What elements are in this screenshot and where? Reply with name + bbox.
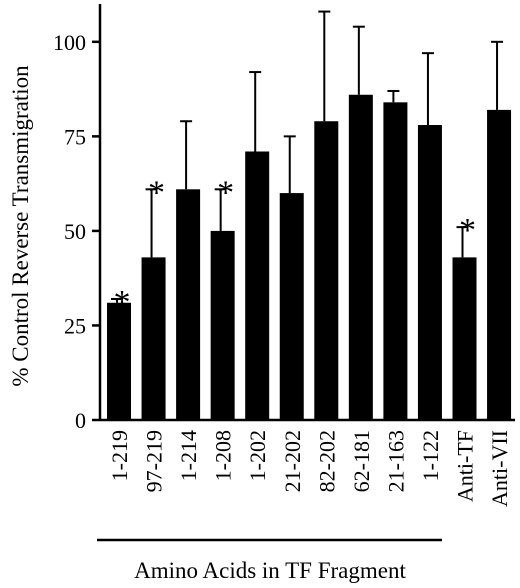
bar bbox=[452, 257, 477, 420]
y-axis-label: % Control Reverse Transmigration bbox=[8, 65, 33, 387]
bar bbox=[487, 109, 512, 421]
error-bars bbox=[111, 10, 504, 303]
bar bbox=[245, 151, 270, 420]
bars bbox=[107, 94, 512, 421]
category-label: 1-208 bbox=[211, 430, 236, 481]
y-tick-label: 50 bbox=[64, 219, 86, 244]
significance-star: * bbox=[114, 284, 131, 321]
category-label: Anti-VII bbox=[487, 430, 512, 507]
category-label: 97-219 bbox=[142, 430, 167, 492]
significance-markers: * * * * bbox=[114, 174, 477, 321]
category-label: 82-202 bbox=[314, 430, 339, 492]
category-label: 21-202 bbox=[280, 430, 305, 492]
y-tick-label: 0 bbox=[75, 408, 86, 433]
bar bbox=[176, 189, 201, 420]
bar bbox=[383, 102, 408, 420]
y-axis: 0 25 50 75 100 bbox=[53, 4, 102, 433]
bar bbox=[348, 94, 373, 420]
category-label: 21-163 bbox=[383, 430, 408, 492]
bar bbox=[141, 257, 166, 420]
category-label: 1-122 bbox=[418, 430, 443, 481]
bar bbox=[210, 230, 235, 420]
bar bbox=[314, 121, 339, 421]
category-label: 62-181 bbox=[349, 430, 374, 492]
x-axis-label: Amino Acids in TF Fragment bbox=[134, 558, 406, 583]
category-label: 1-214 bbox=[176, 430, 201, 481]
significance-star: * bbox=[217, 174, 234, 211]
category-label: 1-202 bbox=[245, 430, 270, 481]
y-tick-label: 75 bbox=[64, 124, 86, 149]
category-label: Anti-TF bbox=[453, 430, 478, 502]
bar bbox=[417, 125, 442, 420]
y-tick-label: 25 bbox=[64, 313, 86, 338]
bar bbox=[107, 302, 131, 420]
significance-star: * bbox=[148, 174, 165, 211]
y-ticks: 0 25 50 75 100 bbox=[53, 30, 100, 433]
y-tick-label: 100 bbox=[53, 30, 86, 55]
bar bbox=[279, 193, 304, 420]
significance-star: * bbox=[459, 212, 476, 249]
category-labels: 1-219 97-219 1-214 1-208 1-202 21-202 82-202 62… bbox=[107, 430, 512, 507]
category-label: 1-219 bbox=[107, 430, 132, 481]
